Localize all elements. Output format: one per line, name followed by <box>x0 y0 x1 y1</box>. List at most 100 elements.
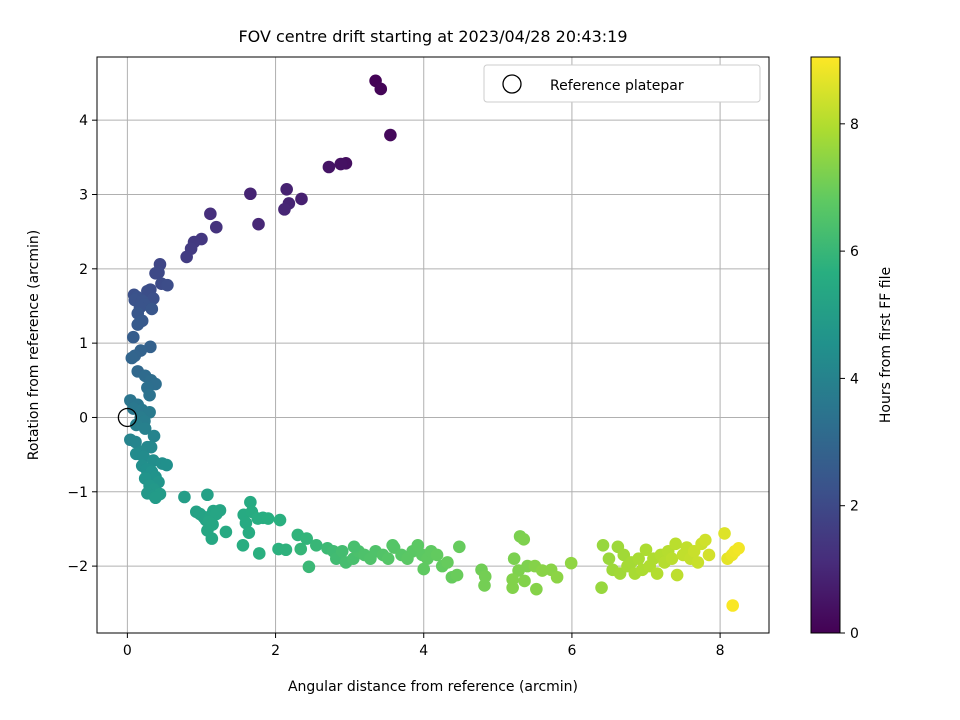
x-axis-label: Angular distance from reference (arcmin) <box>288 679 578 695</box>
x-axis-ticks: 0 2 4 6 8 <box>123 633 725 659</box>
y-tick-label: 4 <box>79 113 88 129</box>
y-tick-label: −2 <box>67 559 88 575</box>
scatter-point <box>131 318 145 331</box>
scatter-point <box>209 220 223 234</box>
chart-title: FOV centre drift starting at 2023/04/28 … <box>238 27 627 46</box>
scatter-point <box>294 542 308 556</box>
scatter-point <box>219 525 233 539</box>
scatter-point <box>691 556 705 569</box>
scatter-point <box>478 579 491 592</box>
colorbar-tick-label: 4 <box>850 371 859 387</box>
colorbar-tick-label: 8 <box>850 117 859 133</box>
x-tick-label: 2 <box>271 643 280 659</box>
scatter-point <box>732 541 745 555</box>
y-tick-label: −1 <box>67 485 88 501</box>
scatter-point <box>300 532 313 545</box>
x-tick-label: 8 <box>716 643 725 659</box>
scatter-point <box>639 543 653 557</box>
scatter-point <box>669 537 682 551</box>
scatter-point <box>726 599 739 612</box>
scatter-point <box>147 292 160 305</box>
scatter-point <box>381 552 395 565</box>
scatter-point <box>149 266 162 280</box>
scatter-point <box>702 548 716 562</box>
scatter-point <box>144 440 158 454</box>
scatter-point <box>279 543 293 557</box>
scatter-point <box>411 538 425 552</box>
y-tick-label: 1 <box>79 336 88 352</box>
scatter-point <box>564 556 578 570</box>
scatter-point <box>149 491 162 505</box>
scatter-point <box>506 581 519 594</box>
scatter-point <box>596 538 610 552</box>
scatter-point <box>347 540 361 554</box>
scatter-point <box>244 187 257 201</box>
scatter-point <box>273 513 287 527</box>
scatter-point <box>201 488 214 502</box>
scatter-point <box>252 217 265 231</box>
plot-frame <box>96 56 770 634</box>
scatter-points <box>124 74 745 612</box>
scatter-point <box>507 552 521 565</box>
reference-marker <box>117 407 138 428</box>
colorbar-tick-label: 6 <box>850 244 859 260</box>
scatter-point <box>517 533 531 546</box>
scatter-point <box>453 540 466 554</box>
scatter-point <box>144 340 157 354</box>
colorbar-tick-label: 2 <box>850 499 859 515</box>
scatter-point <box>530 582 543 596</box>
scatter-point <box>242 526 256 539</box>
scatter-point <box>147 429 161 443</box>
scatter-point <box>602 552 616 565</box>
y-tick-label: 2 <box>79 262 88 278</box>
legend-label: Reference platepar <box>550 78 684 94</box>
scatter-point <box>244 495 257 509</box>
scatter-point <box>386 538 399 552</box>
scatter-point <box>127 330 140 344</box>
y-tick-label: 3 <box>79 187 88 203</box>
legend: Reference platepar <box>483 64 761 103</box>
scatter-point <box>518 574 531 588</box>
scatter-point <box>417 562 431 576</box>
colorbar-tick-label: 0 <box>850 626 859 642</box>
scatter-point <box>160 458 173 472</box>
scatter-point <box>441 556 454 569</box>
colorbar: 0 2 4 6 8 Hours from first FF file <box>810 56 894 642</box>
y-tick-label: 0 <box>79 410 88 426</box>
legend-box <box>483 64 761 103</box>
scatter-point <box>430 548 444 562</box>
scatter-point <box>138 422 152 435</box>
scatter-point <box>334 157 348 171</box>
scatter-point <box>145 302 159 316</box>
scatter-point <box>252 547 266 560</box>
scatter-point <box>698 533 712 547</box>
scatter-point <box>278 203 291 216</box>
scatter-point <box>161 278 174 292</box>
colorbar-label: Hours from first FF file <box>878 267 894 423</box>
scatter-point <box>632 552 645 565</box>
scatter-point <box>595 581 608 594</box>
scatter-point <box>261 512 275 525</box>
scatter-point <box>650 567 664 580</box>
scatter-point <box>322 160 336 174</box>
legend-marker-icon <box>502 74 522 94</box>
y-axis-label: Rotation from reference (arcmin) <box>26 230 42 460</box>
scatter-point <box>335 544 349 558</box>
scatter-point <box>374 82 388 96</box>
x-tick-label: 4 <box>419 643 428 659</box>
scatter-point <box>512 564 525 577</box>
x-tick-label: 0 <box>123 643 132 659</box>
scatter-point <box>204 207 217 221</box>
scatter-point <box>129 435 142 449</box>
colorbar-gradient <box>810 56 841 634</box>
scatter-point <box>178 490 191 504</box>
scatter-point <box>718 527 731 540</box>
scatter-point <box>143 388 156 402</box>
scatter-point <box>670 568 684 582</box>
reference-point <box>117 407 138 428</box>
scatter-point <box>665 552 679 565</box>
scatter-point <box>239 516 253 530</box>
scatter-point <box>384 128 397 142</box>
scatter-point <box>310 538 323 552</box>
